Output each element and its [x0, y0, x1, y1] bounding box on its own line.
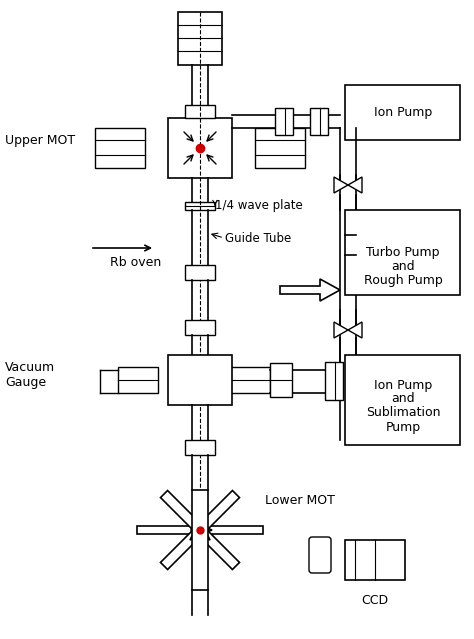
Text: Ion Pump: Ion Pump	[374, 378, 432, 392]
Polygon shape	[280, 279, 340, 301]
Bar	[185, 320, 215, 335]
Text: Pump: Pump	[385, 420, 420, 433]
Bar	[255, 128, 305, 168]
Bar	[168, 355, 232, 405]
Text: Upper MOT: Upper MOT	[5, 134, 75, 146]
Polygon shape	[334, 177, 348, 193]
Polygon shape	[334, 322, 348, 338]
Bar	[275, 108, 293, 135]
Text: Rough Pump: Rough Pump	[364, 273, 442, 286]
Bar	[345, 540, 405, 580]
Bar	[325, 362, 343, 400]
Bar	[310, 108, 328, 135]
Bar	[230, 367, 270, 393]
Bar	[270, 363, 292, 397]
Bar	[345, 355, 460, 445]
Bar	[168, 118, 232, 178]
Bar	[185, 265, 215, 280]
Bar	[345, 210, 460, 295]
Text: CCD: CCD	[362, 594, 389, 606]
Bar	[178, 12, 222, 65]
Bar	[345, 85, 460, 140]
Text: and: and	[391, 392, 415, 406]
Text: Lower MOT: Lower MOT	[265, 493, 335, 507]
Bar	[192, 490, 208, 590]
Polygon shape	[161, 491, 210, 540]
Bar	[185, 202, 215, 210]
Bar	[95, 128, 145, 168]
Polygon shape	[190, 520, 239, 569]
Bar	[185, 440, 215, 455]
Text: Rb oven: Rb oven	[110, 256, 161, 268]
Polygon shape	[348, 322, 362, 338]
Text: Vacuum
Gauge: Vacuum Gauge	[5, 361, 55, 389]
Text: 1/4 wave plate: 1/4 wave plate	[215, 199, 303, 212]
Text: and: and	[391, 259, 415, 272]
Polygon shape	[348, 177, 362, 193]
Text: Sublimation: Sublimation	[366, 406, 440, 419]
Polygon shape	[188, 522, 263, 538]
Bar	[118, 367, 158, 393]
Polygon shape	[190, 491, 239, 540]
Polygon shape	[161, 520, 210, 569]
Bar	[185, 105, 215, 118]
Text: Guide Tube: Guide Tube	[225, 231, 291, 245]
FancyBboxPatch shape	[309, 537, 331, 573]
Text: Turbo Pump: Turbo Pump	[366, 245, 440, 259]
Polygon shape	[137, 522, 212, 538]
Text: Ion Pump: Ion Pump	[374, 105, 432, 118]
